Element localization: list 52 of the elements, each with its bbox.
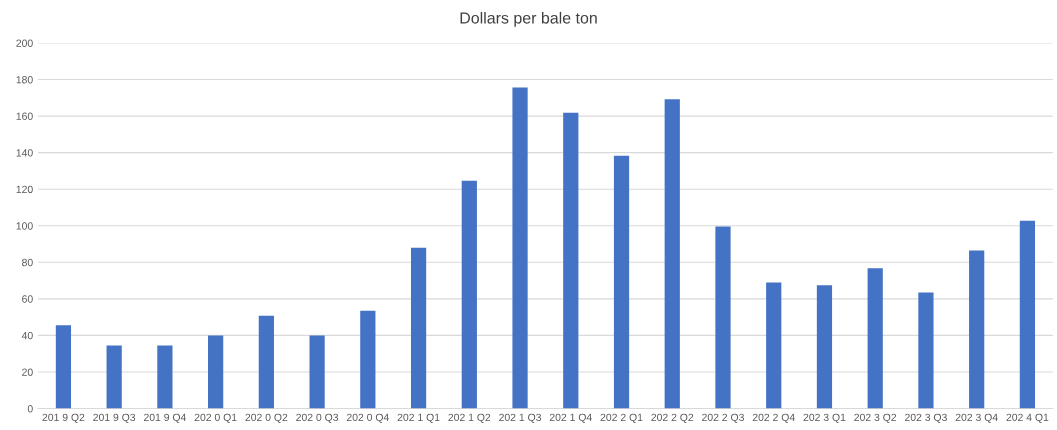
x-tick-label: 202 1 Q1 bbox=[397, 413, 440, 423]
bar bbox=[1019, 220, 1036, 409]
x-tick-label: 202 0 Q3 bbox=[296, 413, 339, 423]
x-tick-label: 201 9 Q2 bbox=[42, 413, 85, 423]
x-tick-label: 202 1 Q3 bbox=[499, 413, 542, 423]
x-tick-label: 202 1 Q2 bbox=[448, 413, 491, 423]
x-tick-label: 201 9 Q3 bbox=[93, 413, 136, 423]
bar bbox=[969, 250, 985, 409]
x-tick-label: 202 3 Q4 bbox=[955, 413, 998, 423]
y-tick-label: 0 bbox=[27, 405, 33, 413]
y-tick-label: 200 bbox=[16, 39, 33, 47]
x-tick-label: 202 0 Q1 bbox=[194, 413, 237, 423]
bar bbox=[157, 345, 173, 409]
y-tick-label: 40 bbox=[21, 331, 33, 340]
bar bbox=[106, 345, 122, 409]
x-tick-label: 202 2 Q2 bbox=[651, 413, 694, 423]
bar bbox=[867, 268, 883, 409]
bar bbox=[664, 99, 680, 409]
y-tick-label: 160 bbox=[16, 112, 33, 120]
y-tick-label: 120 bbox=[16, 185, 33, 194]
x-tick-label: 202 3 Q3 bbox=[905, 413, 947, 423]
bar bbox=[613, 155, 630, 409]
bar bbox=[816, 285, 833, 409]
x-tick-label: 202 0 Q4 bbox=[346, 413, 389, 423]
y-tick-label: 20 bbox=[22, 368, 33, 376]
bar bbox=[208, 335, 224, 409]
x-tick-label: 202 3 Q1 bbox=[803, 413, 846, 423]
bar bbox=[55, 325, 72, 409]
y-tick-label: 100 bbox=[16, 222, 33, 230]
bar bbox=[563, 112, 579, 409]
bar bbox=[715, 226, 731, 409]
bar bbox=[410, 247, 427, 409]
chart-title: Dollars per bale ton bbox=[460, 11, 597, 27]
x-tick-label: 202 3 Q2 bbox=[854, 413, 897, 423]
x-tick-label: 202 4 Q1 bbox=[1006, 413, 1049, 423]
bar bbox=[360, 310, 376, 409]
x-tick-label: 202 0 Q2 bbox=[245, 413, 288, 423]
bar bbox=[918, 292, 934, 409]
x-tick-label: 202 2 Q3 bbox=[702, 413, 744, 423]
x-tick-label: 202 2 Q1 bbox=[600, 413, 643, 423]
bar bbox=[512, 87, 528, 409]
bar bbox=[309, 335, 325, 409]
y-tick-label: 60 bbox=[22, 295, 33, 303]
bar bbox=[258, 315, 274, 409]
x-tick-label: 202 2 Q4 bbox=[752, 413, 795, 423]
bar bbox=[461, 180, 477, 409]
bar bbox=[766, 282, 782, 409]
x-tick-label: 201 9 Q4 bbox=[143, 413, 187, 423]
y-tick-label: 80 bbox=[22, 258, 33, 267]
y-tick-label: 180 bbox=[16, 76, 33, 84]
y-tick-label: 140 bbox=[16, 149, 33, 157]
x-tick-label: 202 1 Q4 bbox=[549, 413, 592, 423]
